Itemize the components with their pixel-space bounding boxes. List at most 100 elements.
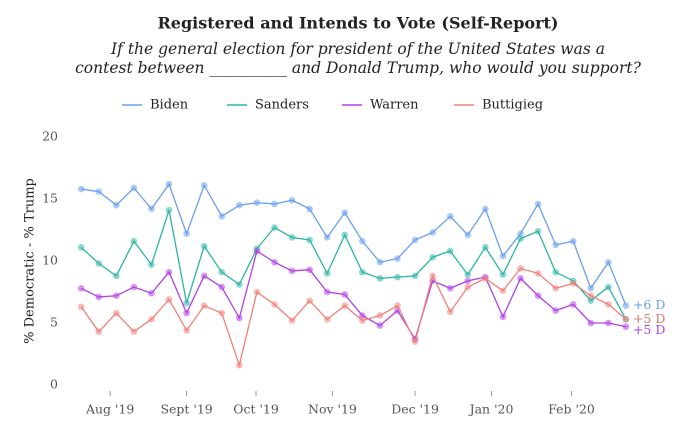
data-point [376,312,384,319]
data-point [306,236,313,244]
data-point [130,184,138,192]
end-label: +5 D [633,311,665,326]
data-point [569,280,577,287]
data-point [306,205,313,213]
data-point [218,283,226,291]
data-point [77,244,85,251]
data-point [411,272,419,280]
data-point [165,180,173,188]
data-point [165,268,173,276]
x-tick-label: Sept '19 [160,402,212,417]
data-point [622,315,630,323]
data-point [200,272,208,280]
data-point [605,283,612,291]
x-tick-label: Oct '19 [233,402,279,417]
data-point [77,185,85,193]
data-point [148,315,155,323]
data-point [569,237,577,245]
data-point [341,291,349,298]
data-point [271,200,278,208]
data-point [271,258,278,266]
data-point [446,284,454,292]
data-point [359,237,366,245]
data-point [148,261,155,269]
x-tick-label: Aug '19 [85,402,134,417]
data-point [517,230,524,238]
data-point [95,328,103,335]
data-point [218,213,226,220]
data-point [288,317,296,324]
y-tick-label: 0 [50,377,58,392]
data-point [218,268,226,276]
legend-label: Sanders [255,98,309,113]
data-point [464,271,472,278]
data-point [341,209,349,216]
data-point [323,315,331,323]
end-label: +5 D [633,311,665,326]
data-point [534,200,542,208]
data-point [113,272,120,280]
data-point [77,303,85,311]
data-point [165,206,173,214]
data-point [605,319,612,327]
data-point [236,281,243,288]
x-tick-label: Nov '19 [308,402,357,417]
data-point [587,297,595,304]
data-point [95,188,103,195]
data-point [148,289,155,297]
data-point [253,247,261,255]
data-point [323,288,331,296]
data-point [552,241,559,249]
series-line [80,267,627,368]
data-point [394,273,401,281]
data-point [77,284,85,292]
data-point [130,328,138,335]
chart-subtitle: If the general election for president of… [110,40,605,58]
data-point [552,307,559,314]
series-line [81,182,627,306]
data-point [288,234,296,241]
data-point [183,230,190,238]
data-point [200,182,208,189]
data-point [411,338,419,345]
data-point [552,268,559,276]
data-point [236,361,243,369]
data-point [271,301,278,308]
data-point [464,283,472,291]
data-point [236,201,243,209]
data-point [113,309,120,317]
chart-title: Registered and Intends to Vote (Self-Rep… [158,14,559,33]
data-point [323,234,331,241]
x-tick-label: Feb '20 [548,402,595,417]
data-point [605,258,612,266]
data-point [341,302,349,309]
end-label: +5 D [633,322,665,337]
data-point [359,268,366,276]
data-point [446,247,454,255]
data-point [622,323,630,331]
data-point [464,231,472,239]
data-point [587,284,595,292]
data-point [482,275,489,282]
legend-label: Biden [150,98,189,113]
data-point [183,327,190,334]
data-point [323,270,331,277]
data-point [499,287,507,295]
data-point [534,227,542,235]
x-tick-label: Jan '20 [468,402,514,417]
y-tick-label: 10 [42,253,58,268]
data-point [517,275,524,282]
y-tick-label: 5 [50,315,58,330]
data-point [534,270,542,277]
series-line [80,250,627,341]
data-point [236,314,243,322]
legend-label: Buttigieg [482,98,543,113]
data-point [376,275,384,282]
data-point [569,301,577,308]
data-point [499,252,507,260]
data-point [306,266,313,273]
data-point [271,224,278,231]
chart-subtitle: contest between __________ and Donald Tr… [75,59,641,77]
data-point [517,235,524,242]
